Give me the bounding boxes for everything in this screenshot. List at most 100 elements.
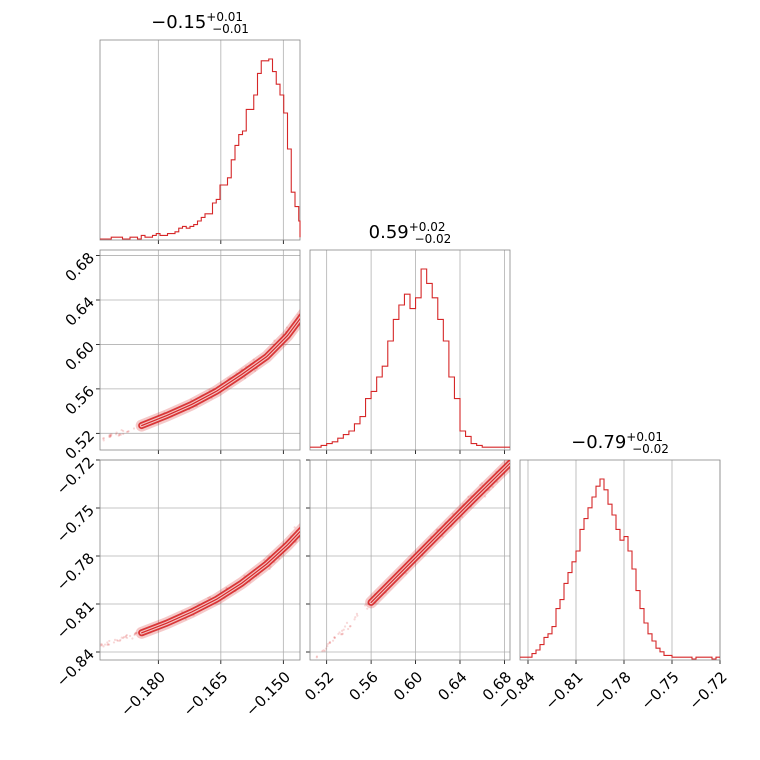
panel-frame [309, 459, 511, 661]
title-lower-error: −0.02 [632, 442, 669, 456]
sample-point [348, 625, 352, 628]
sample-point [207, 596, 210, 600]
sample-point [113, 638, 117, 641]
sample-point [122, 636, 125, 640]
sample-point [127, 430, 130, 433]
x-tick-label: −0.75 [638, 668, 683, 713]
sample-point [108, 639, 111, 643]
sample-point [108, 435, 111, 438]
sample-point [124, 634, 128, 637]
sample-point [301, 324, 303, 326]
panel-title: 0.59+0.02 −0.02 [369, 220, 452, 246]
sample-point [349, 625, 352, 628]
sample-point [133, 633, 136, 637]
sample-point [134, 631, 138, 634]
sample-point [306, 527, 308, 529]
sample-point [364, 604, 367, 607]
sample-point [405, 572, 408, 575]
sample-point [110, 434, 113, 437]
sample-point [491, 485, 494, 488]
sample-point [315, 655, 319, 658]
sample-point [97, 645, 99, 647]
sample-point [131, 637, 134, 640]
sample-point [303, 526, 305, 528]
scatter-panel-1 [96, 249, 307, 454]
histogram-step-line [520, 478, 720, 660]
x-tick-label: −0.72 [686, 668, 731, 713]
panel-frame [519, 459, 721, 661]
sample-point [305, 535, 307, 537]
sample-point [92, 647, 94, 649]
sample-point [342, 628, 345, 631]
title-value: 0.59 [369, 222, 409, 243]
sample-point [118, 639, 121, 642]
sample-point [134, 632, 137, 635]
sample-point [122, 432, 125, 436]
sample-point [354, 616, 357, 619]
sample-point [108, 435, 112, 439]
x-tick-label: 0.60 [390, 668, 426, 704]
sample-point [106, 643, 109, 647]
sample-point [100, 642, 103, 646]
sample-point [331, 639, 335, 642]
sample-point [135, 631, 138, 635]
sample-point [315, 659, 317, 660]
sample-point [341, 632, 344, 635]
x-tick-label: −0.180 [117, 668, 169, 720]
sample-point [120, 428, 123, 432]
y-tick-label: −0.84 [53, 645, 98, 690]
sample-point [100, 644, 104, 647]
title-upper-error: +0.01 [626, 430, 663, 444]
histogram-step-line [310, 268, 510, 448]
panel-title: −0.79+0.01 −0.02 [571, 430, 669, 456]
sample-point [125, 633, 129, 637]
panel-title: −0.15+0.01 −0.01 [151, 10, 249, 36]
contour-center [141, 317, 300, 427]
contour-outer [138, 313, 300, 430]
x-tick-label: −0.165 [180, 668, 232, 720]
density-layer [101, 309, 307, 442]
sample-point [356, 614, 359, 617]
x-tick-label: −0.81 [542, 668, 587, 713]
sample-point [116, 639, 120, 642]
sample-point [115, 639, 119, 642]
sample-point [302, 537, 304, 539]
y-tick-label: 0.64 [62, 293, 98, 329]
sample-point [208, 388, 211, 392]
sample-point [125, 430, 129, 434]
sample-point [243, 376, 247, 380]
sample-point [112, 641, 116, 644]
contour-inner [139, 315, 300, 428]
sample-point [345, 621, 349, 624]
sample-point [269, 565, 272, 568]
sample-point [338, 631, 341, 634]
title-upper-error: +0.01 [206, 10, 243, 24]
sample-point [435, 529, 438, 532]
x-tick-label: 0.64 [434, 668, 470, 704]
sample-point [303, 309, 305, 311]
sample-point [451, 512, 454, 515]
y-tick-label: −0.75 [53, 501, 98, 546]
sample-point [108, 434, 111, 437]
sample-point [103, 643, 107, 646]
sample-point [301, 311, 303, 313]
panel-frame [99, 249, 301, 451]
sample-point [313, 661, 315, 663]
title-lower-error: −0.02 [415, 232, 452, 246]
sample-point [208, 596, 212, 599]
sample-point [115, 431, 118, 434]
sample-point [305, 317, 307, 319]
scatter-panel-2 [92, 459, 308, 664]
sample-point [315, 656, 318, 659]
sample-point [106, 641, 109, 644]
title-upper-error: +0.02 [409, 220, 446, 234]
sample-point [109, 433, 112, 436]
x-tick-label: −0.78 [590, 668, 635, 713]
sample-point [122, 635, 126, 639]
sample-point [328, 641, 331, 645]
sample-point [268, 567, 271, 571]
sample-point [109, 434, 112, 437]
sample-point [293, 526, 296, 529]
sample-point [101, 437, 105, 440]
